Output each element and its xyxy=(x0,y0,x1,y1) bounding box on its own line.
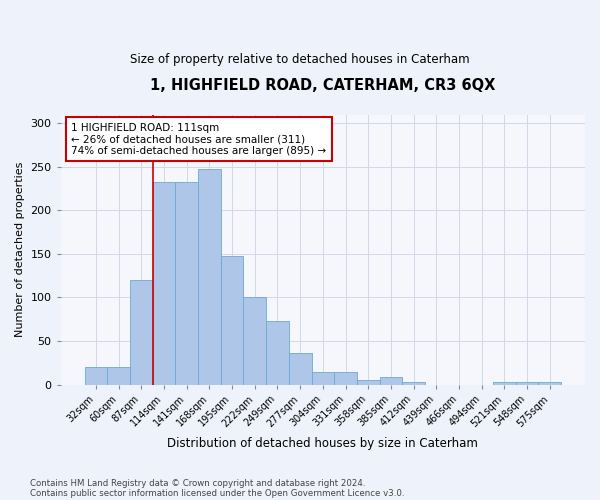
Bar xyxy=(130,280,152,384)
Text: 1 HIGHFIELD ROAD: 111sqm
← 26% of detached houses are smaller (311)
74% of semi-: 1 HIGHFIELD ROAD: 111sqm ← 26% of detach… xyxy=(71,122,326,156)
Bar xyxy=(380,377,402,384)
Text: Size of property relative to detached houses in Caterham: Size of property relative to detached ho… xyxy=(130,52,470,66)
Bar xyxy=(221,256,244,384)
Bar xyxy=(198,168,221,384)
Bar xyxy=(85,367,107,384)
Bar xyxy=(107,367,130,384)
Text: Contains HM Land Registry data © Crown copyright and database right 2024.: Contains HM Land Registry data © Crown c… xyxy=(30,478,365,488)
Bar xyxy=(402,382,425,384)
Bar xyxy=(152,182,175,384)
Bar xyxy=(311,372,334,384)
Bar xyxy=(516,382,538,384)
Bar xyxy=(175,182,198,384)
Bar xyxy=(538,382,561,384)
Bar xyxy=(266,321,289,384)
Text: Contains public sector information licensed under the Open Government Licence v3: Contains public sector information licen… xyxy=(30,488,404,498)
Y-axis label: Number of detached properties: Number of detached properties xyxy=(15,162,25,338)
Bar xyxy=(493,382,516,384)
Bar xyxy=(244,298,266,384)
Bar xyxy=(357,380,380,384)
Bar xyxy=(289,354,311,384)
X-axis label: Distribution of detached houses by size in Caterham: Distribution of detached houses by size … xyxy=(167,437,478,450)
Bar xyxy=(334,372,357,384)
Title: 1, HIGHFIELD ROAD, CATERHAM, CR3 6QX: 1, HIGHFIELD ROAD, CATERHAM, CR3 6QX xyxy=(150,78,496,92)
